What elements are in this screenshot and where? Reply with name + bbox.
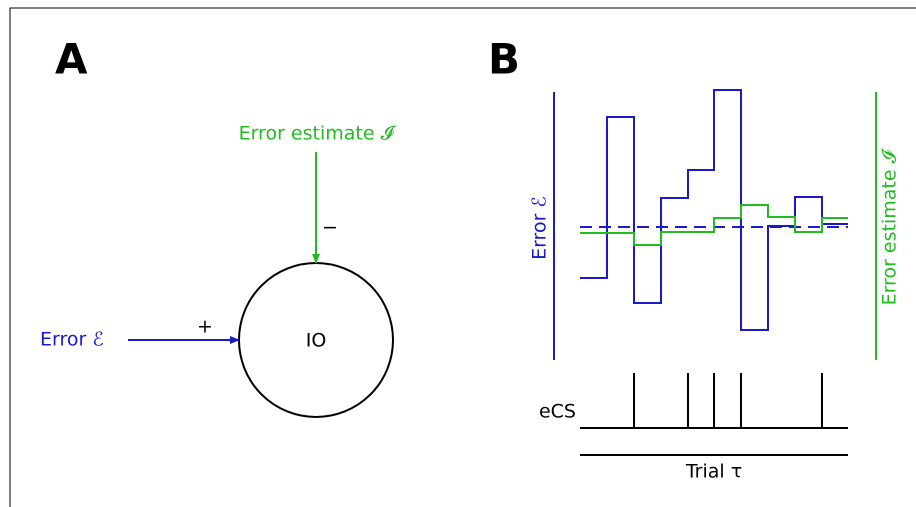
- panel-label: A: [55, 35, 88, 84]
- estimate-trace: [580, 204, 848, 246]
- frame: [9, 7, 916, 507]
- row-label: eCS: [539, 401, 576, 423]
- spike-train: [580, 373, 848, 456]
- axis-label: Error estimate 𝓘: [879, 147, 901, 305]
- node-label: IO: [306, 330, 327, 352]
- sign-label: +: [197, 316, 213, 338]
- axis-label: Error ℰ: [529, 196, 551, 260]
- panel-label: B: [488, 35, 520, 84]
- input-label: Error ℰ: [40, 329, 104, 351]
- x-axis-label: Trial τ: [685, 461, 742, 483]
- sign-label: −: [322, 217, 338, 239]
- error-trace: [580, 89, 848, 331]
- input-label: Error estimate 𝓘: [239, 123, 397, 145]
